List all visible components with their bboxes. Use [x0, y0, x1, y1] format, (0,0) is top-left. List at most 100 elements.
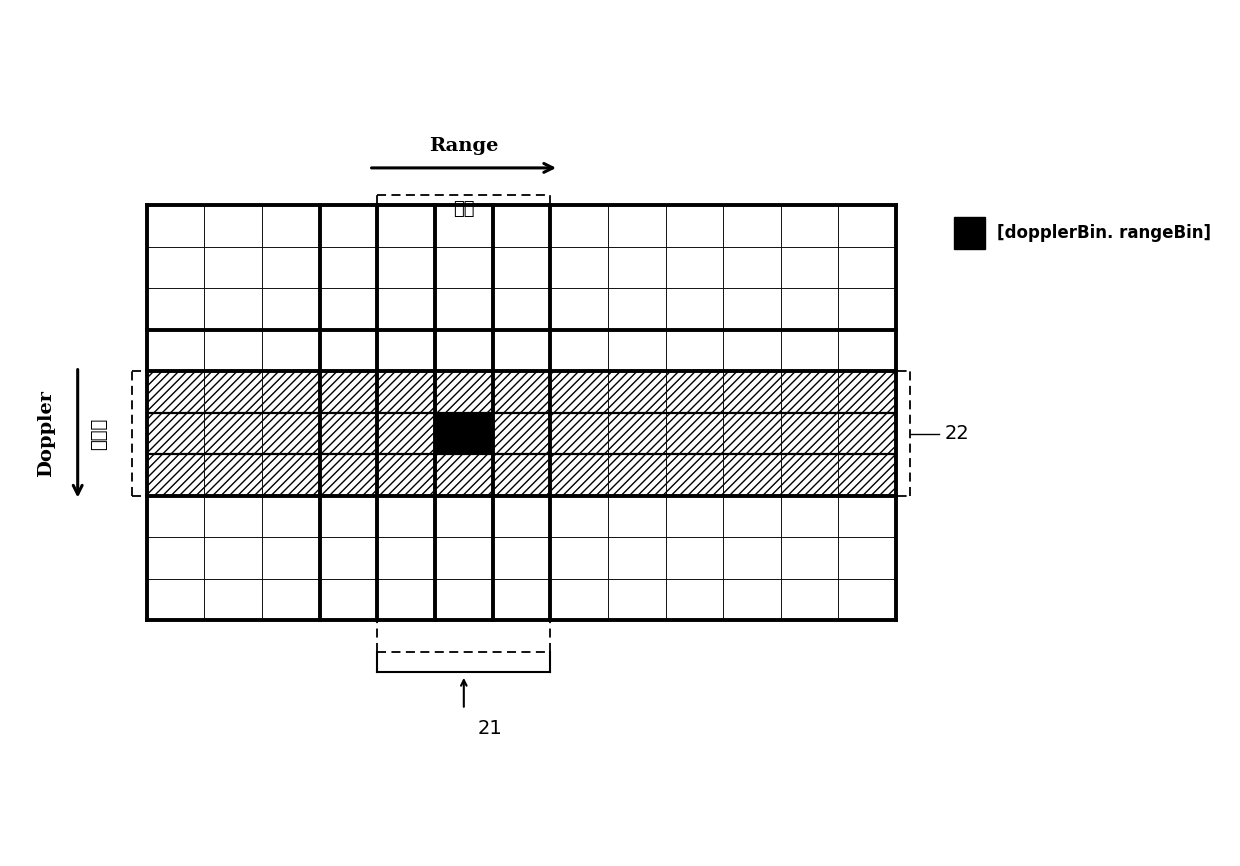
Bar — [666, 413, 723, 455]
Bar — [435, 413, 492, 455]
Bar — [723, 496, 781, 537]
Bar — [666, 455, 723, 496]
Bar — [608, 247, 666, 288]
Bar — [492, 205, 551, 247]
Bar — [781, 205, 838, 247]
Bar — [205, 413, 262, 455]
Bar — [666, 578, 723, 620]
Bar — [146, 578, 205, 620]
Bar — [377, 537, 435, 578]
Bar — [262, 537, 320, 578]
Bar — [723, 413, 781, 455]
Bar — [146, 288, 205, 330]
Bar — [320, 372, 377, 413]
Bar — [492, 496, 551, 537]
Bar — [377, 288, 435, 330]
Bar — [608, 372, 666, 413]
Bar — [435, 413, 492, 455]
Bar — [262, 372, 320, 413]
Bar — [551, 288, 608, 330]
Bar — [205, 413, 262, 455]
Bar — [377, 372, 435, 413]
Bar — [723, 330, 781, 372]
Bar — [205, 247, 262, 288]
Bar — [723, 205, 781, 247]
Bar — [205, 455, 262, 496]
Bar — [608, 330, 666, 372]
Bar — [320, 372, 377, 413]
Bar — [205, 455, 262, 496]
Bar — [435, 455, 492, 496]
Bar — [838, 537, 897, 578]
Bar — [320, 455, 377, 496]
Bar — [205, 578, 262, 620]
Bar — [262, 288, 320, 330]
Bar — [666, 496, 723, 537]
Bar — [205, 496, 262, 537]
Bar — [377, 413, 435, 455]
Bar — [781, 372, 838, 413]
Bar — [608, 578, 666, 620]
Bar — [723, 413, 781, 455]
Bar — [146, 455, 205, 496]
Bar — [608, 455, 666, 496]
Bar — [492, 372, 551, 413]
Text: Range: Range — [429, 137, 498, 155]
Bar — [551, 455, 608, 496]
Bar — [781, 455, 838, 496]
Bar — [205, 537, 262, 578]
Bar — [666, 372, 723, 413]
Bar — [781, 288, 838, 330]
Bar — [838, 455, 897, 496]
Bar — [492, 413, 551, 455]
Text: 21: 21 — [477, 720, 502, 739]
Bar — [262, 413, 320, 455]
Bar — [435, 372, 492, 413]
Bar — [492, 372, 551, 413]
Bar — [551, 413, 608, 455]
Bar — [262, 578, 320, 620]
Bar — [377, 372, 435, 413]
Bar — [666, 330, 723, 372]
Bar — [723, 537, 781, 578]
Bar — [435, 288, 492, 330]
Bar — [551, 372, 608, 413]
Bar — [262, 205, 320, 247]
Bar — [320, 288, 377, 330]
Bar — [377, 247, 435, 288]
Bar — [551, 330, 608, 372]
Bar — [954, 216, 986, 249]
Bar — [608, 413, 666, 455]
Bar — [666, 537, 723, 578]
Bar — [723, 247, 781, 288]
Bar — [146, 372, 205, 413]
Bar — [608, 205, 666, 247]
Bar — [781, 578, 838, 620]
Bar — [435, 496, 492, 537]
Bar — [838, 372, 897, 413]
Bar — [320, 413, 377, 455]
Bar — [723, 372, 781, 413]
Bar — [781, 372, 838, 413]
Bar — [435, 537, 492, 578]
Bar — [781, 496, 838, 537]
Bar — [666, 247, 723, 288]
Bar — [435, 578, 492, 620]
Bar — [146, 247, 205, 288]
Bar — [320, 496, 377, 537]
Bar — [205, 372, 262, 413]
Bar — [666, 205, 723, 247]
Bar — [320, 578, 377, 620]
Bar — [838, 372, 897, 413]
Bar — [723, 578, 781, 620]
Bar — [377, 496, 435, 537]
Bar — [146, 455, 205, 496]
Bar — [551, 247, 608, 288]
Bar — [838, 455, 897, 496]
Bar — [435, 455, 492, 496]
Bar — [320, 455, 377, 496]
Bar — [146, 537, 205, 578]
Bar — [492, 413, 551, 455]
Bar — [262, 330, 320, 372]
Bar — [781, 247, 838, 288]
